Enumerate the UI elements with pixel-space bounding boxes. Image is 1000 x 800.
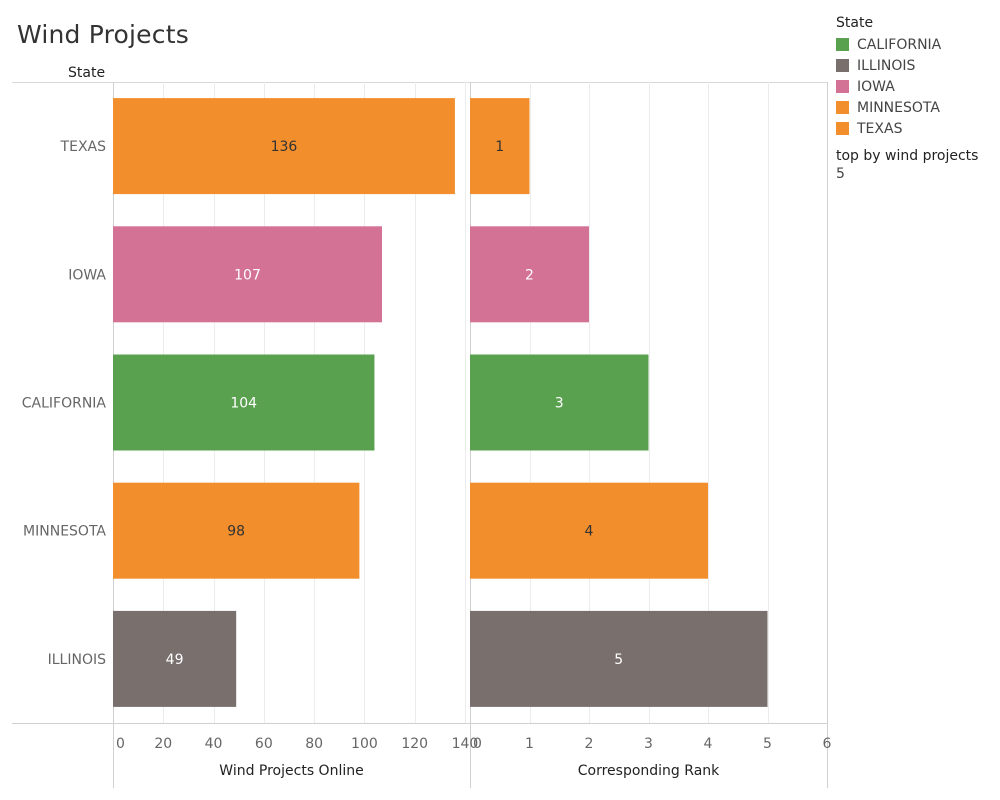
legend-item-illinois[interactable]: ILLINOIS [836,55,996,76]
legend-label-illinois: ILLINOIS [857,57,916,74]
legend-swatch-california [836,38,849,51]
wind-projects-online-tick-label-60: 60 [255,736,273,752]
wind-projects-online-tick-label-100: 100 [351,736,378,752]
corresponding-rank-data-label-minnesota: 4 [585,524,594,540]
wind-projects-online-data-label-texas: 136 [271,139,298,155]
category-label-illinois: ILLINOIS [48,652,106,668]
corresponding-rank-bar-illinois [470,610,768,707]
wind-projects-online-tick-label-40: 40 [205,736,223,752]
corresponding-rank-tick-label-0: 0 [473,736,482,752]
corresponding-rank-tick-label-4: 4 [704,736,713,752]
wind-projects-online-bar-texas [113,98,455,195]
legend-swatch-texas [836,122,849,135]
corresponding-rank-bar-iowa [470,226,589,323]
wind-projects-online-data-label-california: 104 [230,396,257,412]
corresponding-rank-data-label-iowa: 2 [525,267,534,283]
wind-projects-online-bar-california [113,354,375,451]
corresponding-rank-tick-label-6: 6 [823,736,832,752]
corresponding-rank-bar-california [470,354,649,451]
corresponding-rank-bar-texas [470,98,530,195]
corresponding-rank-tick-label-2: 2 [585,736,594,752]
legend-label-minnesota: MINNESOTA [857,99,940,116]
legend-swatch-illinois [836,59,849,72]
legend-label-texas: TEXAS [857,120,903,137]
wind-projects-online-axis-title: Wind Projects Online [219,763,363,779]
wind-projects-online-tick-label-120: 120 [401,736,428,752]
chart-title: Wind Projects [17,20,189,49]
wind-projects-online-data-label-iowa: 107 [234,267,261,283]
legend-item-california[interactable]: CALIFORNIA [836,34,996,55]
corresponding-rank-axis-title: Corresponding Rank [578,763,720,779]
legend-label-iowa: IOWA [857,78,895,95]
category-label-iowa: IOWA [68,267,106,283]
category-label-california: CALIFORNIA [22,396,107,412]
wind-projects-online-data-label-illinois: 49 [166,652,184,668]
color-legend: State CALIFORNIA ILLINOIS IOWA MINNESOTA… [836,15,996,182]
legend-item-iowa[interactable]: IOWA [836,76,996,97]
corresponding-rank-data-label-texas: 1 [495,139,504,155]
corresponding-rank-bar-minnesota [470,482,708,579]
parameter-value[interactable]: 5 [836,166,845,182]
wind-projects-online-tick-label-140: 140 [452,736,479,752]
legend-swatch-minnesota [836,101,849,114]
wind-projects-online-bar-illinois [113,610,237,707]
wind-projects-online-bar-minnesota [113,482,360,579]
wind-projects-online-tick-label-20: 20 [154,736,172,752]
corresponding-rank-data-label-illinois: 5 [614,652,623,668]
corresponding-rank-tick-label-3: 3 [644,736,653,752]
row-header-state: State [68,65,105,81]
legend-title: State [836,15,874,31]
legend-item-texas[interactable]: TEXAS [836,118,996,139]
wind-projects-online-data-label-minnesota: 98 [227,524,245,540]
corresponding-rank-tick-label-5: 5 [763,736,772,752]
wind-projects-online-tick-label-0: 0 [116,736,125,752]
corresponding-rank-data-label-california: 3 [555,396,564,412]
legend-label-california: CALIFORNIA [857,36,942,53]
wind-projects-online-tick-label-80: 80 [305,736,323,752]
legend-item-minnesota[interactable]: MINNESOTA [836,97,996,118]
wind-projects-online-bar-iowa [113,226,383,323]
category-label-minnesota: MINNESOTA [23,524,106,540]
corresponding-rank-tick-label-1: 1 [525,736,534,752]
category-label-texas: TEXAS [60,139,107,155]
parameter-label: top by wind projects [836,148,979,164]
legend-swatch-iowa [836,80,849,93]
